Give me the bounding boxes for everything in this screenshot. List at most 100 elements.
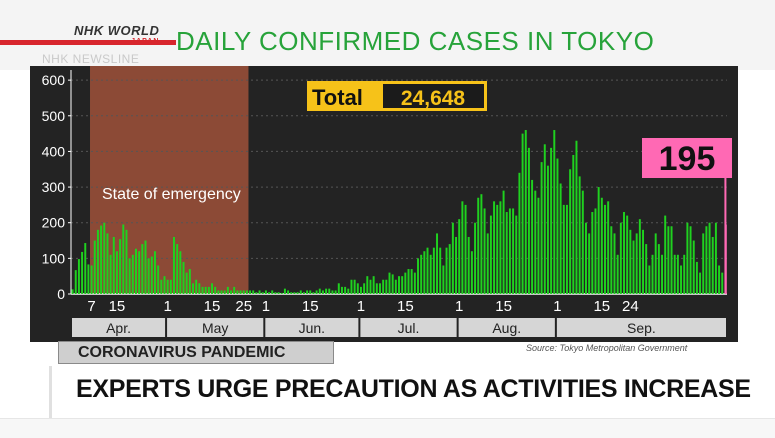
bar (524, 130, 527, 294)
bar (702, 233, 705, 294)
bar (540, 162, 543, 294)
bar (711, 236, 714, 294)
bar (562, 204, 565, 294)
bar (252, 290, 255, 294)
bar (147, 258, 150, 294)
bar (664, 215, 667, 294)
bar (505, 212, 508, 294)
bar (451, 222, 454, 294)
bar (604, 204, 606, 294)
bar (134, 248, 137, 294)
bar (179, 251, 182, 294)
bar (74, 270, 77, 294)
y-tick-label: 100 (42, 250, 66, 266)
bar (90, 265, 93, 294)
bar (81, 251, 84, 294)
month-label: Jun. (299, 320, 325, 336)
topic-label: CORONAVIRUS PANDEMIC (58, 341, 334, 364)
bar (258, 290, 261, 294)
y-tick-label: 400 (42, 143, 66, 159)
bar (249, 290, 252, 294)
bar (436, 233, 439, 294)
y-tick-label: 0 (57, 286, 65, 302)
bar (138, 251, 141, 294)
y-tick-label: 200 (42, 215, 66, 231)
x-tick-label: 7 (87, 298, 95, 315)
bar (182, 261, 185, 294)
bar (220, 290, 223, 294)
bar (293, 292, 296, 294)
bar (448, 244, 451, 294)
bar (401, 276, 404, 294)
bar (686, 222, 689, 294)
month-label: Jul. (398, 320, 420, 336)
bar (340, 286, 343, 294)
highlight-bar (724, 224, 727, 294)
headline: EXPERTS URGE PRECAUTION AS ACTIVITIES IN… (76, 375, 751, 403)
bar (157, 265, 160, 294)
bar (680, 265, 683, 294)
x-tick-label: 15 (109, 298, 126, 315)
brand-red-stripe (0, 40, 176, 45)
bar (705, 226, 708, 294)
bar (264, 290, 267, 294)
x-tick-label: 1 (357, 298, 365, 315)
x-tick-label: 15 (204, 298, 221, 315)
month-label: Apr. (106, 320, 131, 336)
bar (217, 290, 220, 294)
bar (233, 286, 236, 294)
bar (160, 279, 163, 294)
bar (429, 254, 432, 294)
bar (321, 290, 324, 294)
bar (245, 290, 248, 294)
bar (379, 283, 381, 294)
bar (594, 208, 597, 294)
bar (306, 290, 309, 294)
bar (623, 212, 625, 294)
bar (236, 290, 239, 294)
bar (71, 289, 74, 294)
x-tick-label: 15 (495, 298, 512, 315)
bar (654, 233, 657, 294)
bar (382, 279, 385, 294)
month-cell (556, 318, 726, 337)
bar (550, 147, 553, 294)
source-credit: Source: Tokyo Metropolitan Government (526, 343, 688, 353)
bar (242, 290, 245, 294)
bar (518, 172, 521, 294)
bar (667, 226, 670, 294)
bar (192, 283, 194, 294)
month-label: Sep. (627, 320, 656, 336)
emergency-label: State of emergency (102, 186, 241, 203)
bar (410, 269, 413, 294)
bar (144, 240, 147, 294)
bar (103, 222, 106, 294)
bar (398, 276, 400, 294)
bar (458, 219, 461, 294)
newsline-watermark: NHK NEWSLINE (42, 52, 140, 66)
bar (543, 144, 546, 294)
x-tick-label: 1 (455, 298, 463, 315)
bar (198, 283, 201, 294)
bar (106, 233, 109, 294)
bar (423, 251, 426, 294)
bar (185, 272, 188, 294)
bar (508, 208, 511, 294)
bar (584, 222, 587, 294)
bar (455, 236, 458, 294)
bar (581, 190, 584, 294)
bar (334, 290, 337, 294)
bar (673, 254, 676, 294)
bar (261, 292, 264, 294)
bar (613, 233, 616, 294)
y-tick-label: 300 (42, 179, 66, 195)
bar (502, 190, 505, 294)
bar (676, 254, 679, 294)
bar (588, 233, 591, 294)
bar (131, 254, 134, 294)
bar (274, 292, 277, 294)
bar (283, 288, 286, 294)
bar (572, 154, 575, 294)
bar (556, 158, 559, 294)
